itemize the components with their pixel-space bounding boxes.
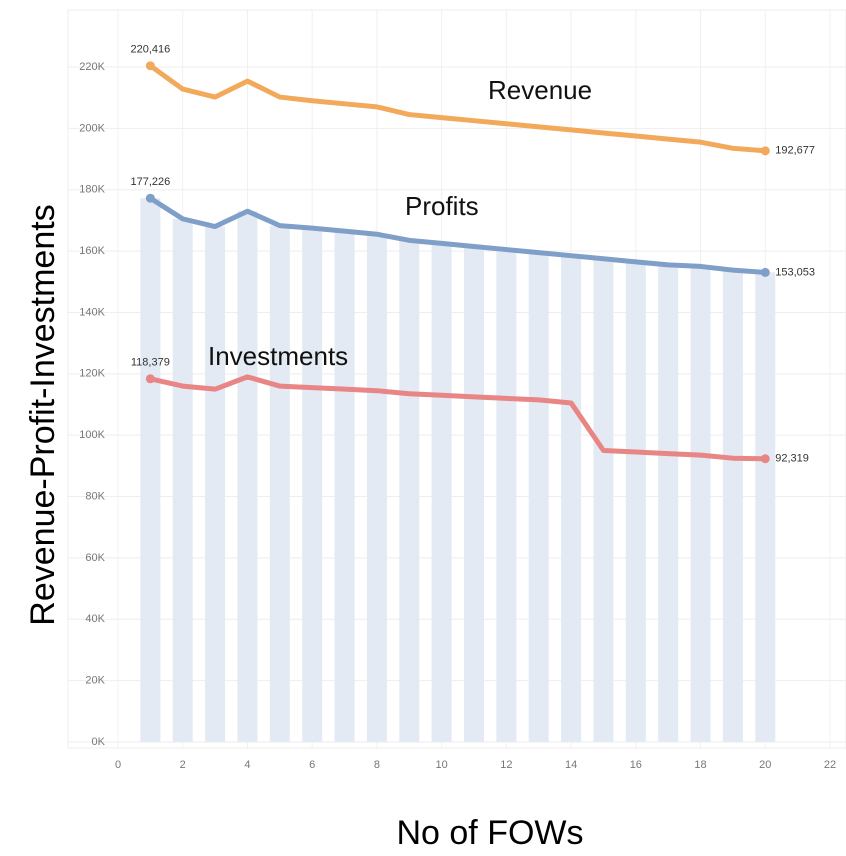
bar [302,228,323,743]
point [760,454,770,464]
line [148,63,766,154]
x-tick-label: 14 [565,759,577,771]
bar [593,258,614,742]
bar [205,226,226,742]
y-tick-label: 140K [79,306,105,318]
bar [334,231,355,743]
point [760,146,770,156]
bar [528,252,549,742]
x-tick-label: 10 [436,759,448,771]
x-tick-label: 18 [694,759,706,771]
y-tick-label: 180K [79,184,105,196]
x-tick-label: 16 [630,759,642,771]
bar [399,240,420,742]
point [145,61,155,71]
value-label: 192,677 [775,145,815,157]
y-tick-label: 20K [85,675,105,687]
bar [431,243,452,742]
series-label: Investments [208,341,348,371]
bar [366,234,387,742]
value-label: 92,319 [775,453,809,465]
x-tick-label: 8 [374,759,380,771]
bar [496,249,517,742]
x-tick-label: 4 [244,759,250,771]
bar [658,264,679,742]
x-tick-label: 22 [824,759,836,771]
point [760,267,770,277]
bar [269,225,290,742]
y-tick-label: 0K [92,736,106,748]
y-tick-label: 120K [79,368,105,380]
value-label: 153,053 [775,266,815,278]
y-tick-label: 160K [79,245,105,257]
plot-area [67,9,846,749]
value-label: 177,226 [130,176,170,188]
y-tick-label: 60K [85,552,105,564]
line [149,374,766,462]
bar [172,218,193,742]
y-axis-label: Revenue-Profit-Investments [24,204,62,625]
bar [561,255,582,742]
x-tick-label: 0 [115,759,121,771]
series-label: Revenue [488,75,592,105]
y-tick-label: 200K [79,122,105,134]
point [145,193,155,203]
bar [625,261,646,742]
series-label: Profits [405,191,479,221]
bar [722,270,743,742]
bar [690,266,711,742]
point [145,374,155,384]
x-tick-label: 20 [759,759,771,771]
y-tick-label: 40K [85,613,105,625]
bar [140,198,161,742]
bar [755,272,776,742]
y-tick-label: 220K [79,61,105,73]
value-label: 118,379 [131,357,170,369]
x-axis-label: No of FOWs [396,814,583,852]
x-tick-label: 2 [180,759,186,771]
y-tick-label: 80K [85,490,105,502]
value-label: 220,416 [130,44,170,56]
x-tick-label: 12 [500,759,512,771]
line [149,196,766,275]
bar [237,211,258,743]
y-tick-label: 100K [79,429,105,441]
x-tick-label: 6 [309,759,315,771]
bar [464,246,484,742]
